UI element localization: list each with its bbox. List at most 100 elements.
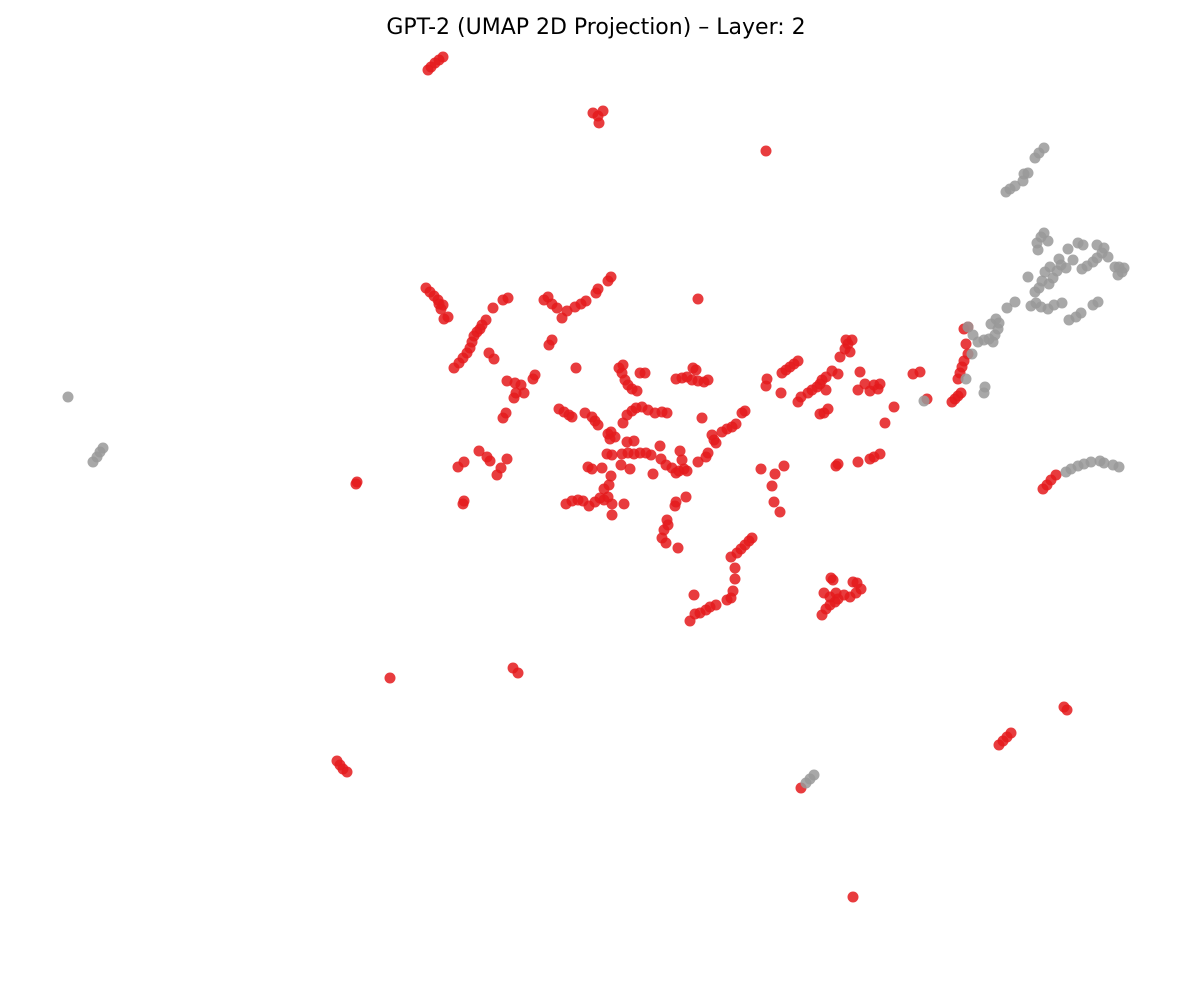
scatter-point-red <box>587 107 599 119</box>
scatter-point-red <box>670 496 682 508</box>
scatter-point-gray <box>1001 302 1013 314</box>
scatter-point-red <box>690 364 702 376</box>
scatter-point-red <box>618 498 630 510</box>
scatter-point-red <box>661 407 673 419</box>
scatter-point-red <box>645 449 657 461</box>
scatter-point-red <box>702 447 714 459</box>
scatter-point-gray <box>808 769 820 781</box>
scatter-point-red <box>512 667 524 679</box>
scatter-point-red <box>914 366 926 378</box>
scatter-point-red <box>605 426 617 438</box>
scatter-point-red <box>960 338 972 350</box>
scatter-point-red <box>481 451 493 463</box>
scatter-point-red <box>851 577 863 589</box>
scatter-point-red <box>458 456 470 468</box>
scatter-point-red <box>1005 727 1017 739</box>
scatter-point-red <box>473 445 485 457</box>
scatter-point-red <box>487 302 499 314</box>
scatter-point-gray <box>1022 271 1034 283</box>
scatter-point-red <box>432 294 444 306</box>
scatter-point-gray <box>1060 262 1072 274</box>
scatter-point-red <box>546 334 558 346</box>
scatter-point-red <box>729 562 741 574</box>
scatter-point-red <box>582 461 594 473</box>
scatter-point-red <box>888 401 900 413</box>
scatter-point-red <box>606 509 618 521</box>
scatter-point-red <box>654 440 666 452</box>
scatter-point-red <box>729 573 741 585</box>
scatter-point-red <box>674 445 686 457</box>
scatter-point-red <box>672 542 684 554</box>
scatter-point-gray <box>1102 251 1114 263</box>
scatter-point-red <box>761 373 773 385</box>
scatter-point-red <box>1050 469 1062 481</box>
scatter-point-red <box>832 368 844 380</box>
scatter-point-red <box>955 387 967 399</box>
scatter-point-red <box>501 375 513 387</box>
scatter-point-gray <box>1022 167 1034 179</box>
scatter-point-red <box>696 412 708 424</box>
scatter-point-red <box>692 456 704 468</box>
scatter-point-red <box>710 599 722 611</box>
scatter-point-red <box>879 417 891 429</box>
scatter-point-gray <box>1038 142 1050 154</box>
scatter-point-red <box>500 407 512 419</box>
scatter-point-gray <box>1067 254 1079 266</box>
scatter-point-gray <box>1056 297 1068 309</box>
scatter-point-gray <box>1098 457 1110 469</box>
scatter-point-red <box>628 435 640 447</box>
scatter-point-gray <box>1072 237 1084 249</box>
scatter-point-red <box>746 532 758 544</box>
scatter-point-red <box>840 334 852 346</box>
scatter-point-red <box>350 478 362 490</box>
scatter-point-red <box>605 470 617 482</box>
scatter-point-red <box>827 574 839 586</box>
scatter-point-red <box>844 346 856 358</box>
scatter-point-red <box>458 495 470 507</box>
scatter-point-red <box>647 468 659 480</box>
scatter-point-red <box>1061 704 1073 716</box>
scatter-point-red <box>551 302 563 314</box>
scatter-point-red <box>639 367 651 379</box>
scatter-point-red <box>681 465 693 477</box>
scatter-point-gray <box>1042 235 1054 247</box>
scatter-point-red <box>688 589 700 601</box>
scatter-point-red <box>775 387 787 399</box>
scatter-point-gray <box>1092 296 1104 308</box>
scatter-point-red <box>834 351 846 363</box>
scatter-point-red <box>437 51 449 63</box>
scatter-point-red <box>592 419 604 431</box>
scatter-point-red <box>624 463 636 475</box>
scatter-point-red <box>702 374 714 386</box>
scatter-point-red <box>502 292 514 304</box>
scatter-point-red <box>580 295 592 307</box>
scatter-point-red <box>592 283 604 295</box>
scatter-point-red <box>617 359 629 371</box>
scatter-point-red <box>766 480 778 492</box>
scatter-point-red <box>605 271 617 283</box>
scatter-point-gray <box>1091 239 1103 251</box>
scatter-point-red <box>566 411 578 423</box>
scatter-point-red <box>480 314 492 326</box>
scatter-point-red <box>874 448 886 460</box>
chart-title: GPT-2 (UMAP 2D Projection) – Layer: 2 <box>386 15 805 40</box>
scatter-point-gray <box>918 395 930 407</box>
scatter-point-red <box>341 766 353 778</box>
scatter-point-gray <box>1009 180 1021 192</box>
scatter-point-red <box>501 453 513 465</box>
scatter-point-red <box>603 479 615 491</box>
scatter-point-red <box>384 672 396 684</box>
scatter-point-red <box>596 462 608 474</box>
scatter-point-red <box>792 355 804 367</box>
scatter-point-red <box>760 145 772 157</box>
scatter-point-gray <box>1109 261 1121 273</box>
scatter-point-red <box>710 437 722 449</box>
scatter-point-gray <box>1009 296 1021 308</box>
scatter-point-red <box>739 405 751 417</box>
scatter-point-red <box>874 378 886 390</box>
scatter-point-red <box>822 403 834 415</box>
scatter-point-gray <box>993 317 1005 329</box>
scatter-point-red <box>832 458 844 470</box>
scatter-point-red <box>852 384 864 396</box>
